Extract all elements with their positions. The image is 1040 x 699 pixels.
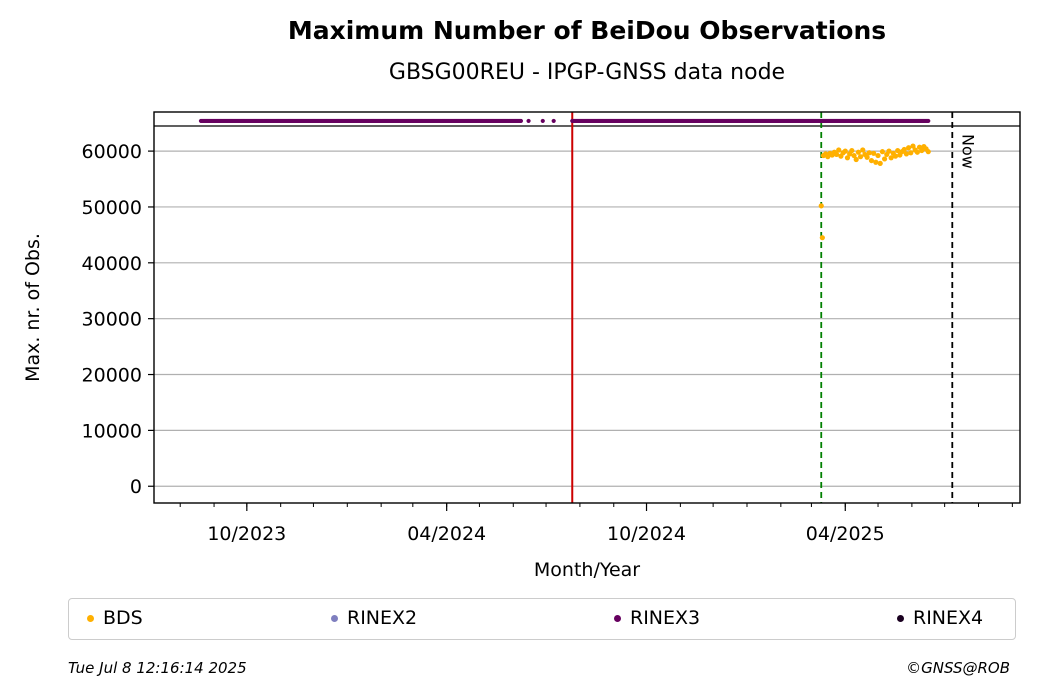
- bds-point: [919, 147, 925, 154]
- bds-point: [860, 147, 866, 153]
- legend-item-rinex3: RINEX3: [614, 607, 700, 629]
- legend-item-rinex2: RINEX2: [331, 607, 417, 629]
- bds-point: [906, 145, 912, 151]
- y-tick-label: 40000: [82, 253, 142, 275]
- legend-label-rinex4: RINEX4: [913, 607, 984, 629]
- bds-point: [819, 235, 825, 241]
- x-tick-label: 10/2023: [207, 523, 286, 545]
- bds-point: [895, 147, 901, 154]
- legend-item-rinex4: RINEX4: [897, 607, 983, 629]
- legend-item-bds: BDS: [87, 607, 143, 629]
- rinex3-point: [540, 118, 545, 124]
- rinex3-point: [526, 118, 531, 124]
- y-tick-label: 50000: [82, 197, 142, 219]
- y-tick-label: 10000: [82, 420, 142, 442]
- bds-point: [901, 146, 907, 153]
- bds-point: [910, 143, 916, 149]
- bds-point: [871, 150, 877, 156]
- bds-point: [855, 149, 861, 155]
- bds-point: [864, 154, 870, 160]
- legend-label-rinex3: RINEX3: [630, 607, 701, 629]
- bds-point: [888, 155, 894, 161]
- bds-point: [925, 149, 931, 155]
- legend-marker-rinex4: [897, 614, 904, 622]
- rinex3-point: [926, 118, 931, 124]
- bds-point: [818, 203, 824, 209]
- y-tick-label: 30000: [82, 309, 142, 331]
- rinex3-point: [551, 118, 556, 124]
- x-tick-label: 04/2024: [407, 523, 486, 545]
- legend: BDS RINEX2 RINEX3 RINEX4: [68, 598, 1016, 640]
- bds-point: [886, 148, 892, 154]
- bds-point: [842, 148, 848, 154]
- bds-point: [879, 149, 886, 155]
- rinex3-point: [518, 118, 524, 124]
- x-tick-label: 10/2024: [607, 523, 686, 545]
- bds-point: [875, 152, 881, 159]
- footer-copyright: ©GNSS@ROB: [906, 659, 1010, 677]
- bds-point: [877, 160, 883, 166]
- bds-point: [868, 157, 875, 164]
- x-tick-label: 04/2025: [806, 523, 885, 545]
- plot-frame: [153, 111, 1021, 504]
- legend-label-bds: BDS: [103, 607, 143, 629]
- legend-marker-rinex3: [614, 614, 621, 622]
- y-tick-label: 60000: [82, 141, 142, 163]
- x-axis-label: Month/Year: [534, 559, 640, 581]
- bds-point: [844, 155, 851, 161]
- bds-point: [914, 149, 920, 155]
- legend-label-rinex2: RINEX2: [347, 607, 418, 629]
- y-axis-label: Max. nr. of Obs.: [22, 233, 44, 382]
- now-label: Now: [958, 134, 977, 169]
- legend-marker-bds: [87, 614, 94, 622]
- chart-subtitle: GBSG00REU - IPGP-GNSS data node: [388, 60, 786, 85]
- legend-marker-rinex2: [331, 614, 338, 622]
- bds-point: [908, 150, 914, 156]
- bds-point: [866, 150, 872, 156]
- bds-point: [853, 156, 859, 163]
- y-tick-label: 20000: [82, 365, 142, 387]
- bds-point: [833, 151, 840, 158]
- bds-point: [851, 152, 857, 159]
- bds-point: [873, 159, 879, 165]
- bds-point: [903, 151, 910, 157]
- y-tick-label: 0: [130, 476, 142, 498]
- bds-point: [836, 147, 842, 153]
- chart-title: Maximum Number of BeiDou Observations: [287, 16, 887, 45]
- bds-point: [849, 147, 855, 154]
- bds-point: [857, 154, 864, 160]
- bds-point: [881, 156, 888, 162]
- bds-point: [892, 153, 899, 159]
- footer-timestamp: Tue Jul 8 12:16:14 2025: [68, 659, 247, 677]
